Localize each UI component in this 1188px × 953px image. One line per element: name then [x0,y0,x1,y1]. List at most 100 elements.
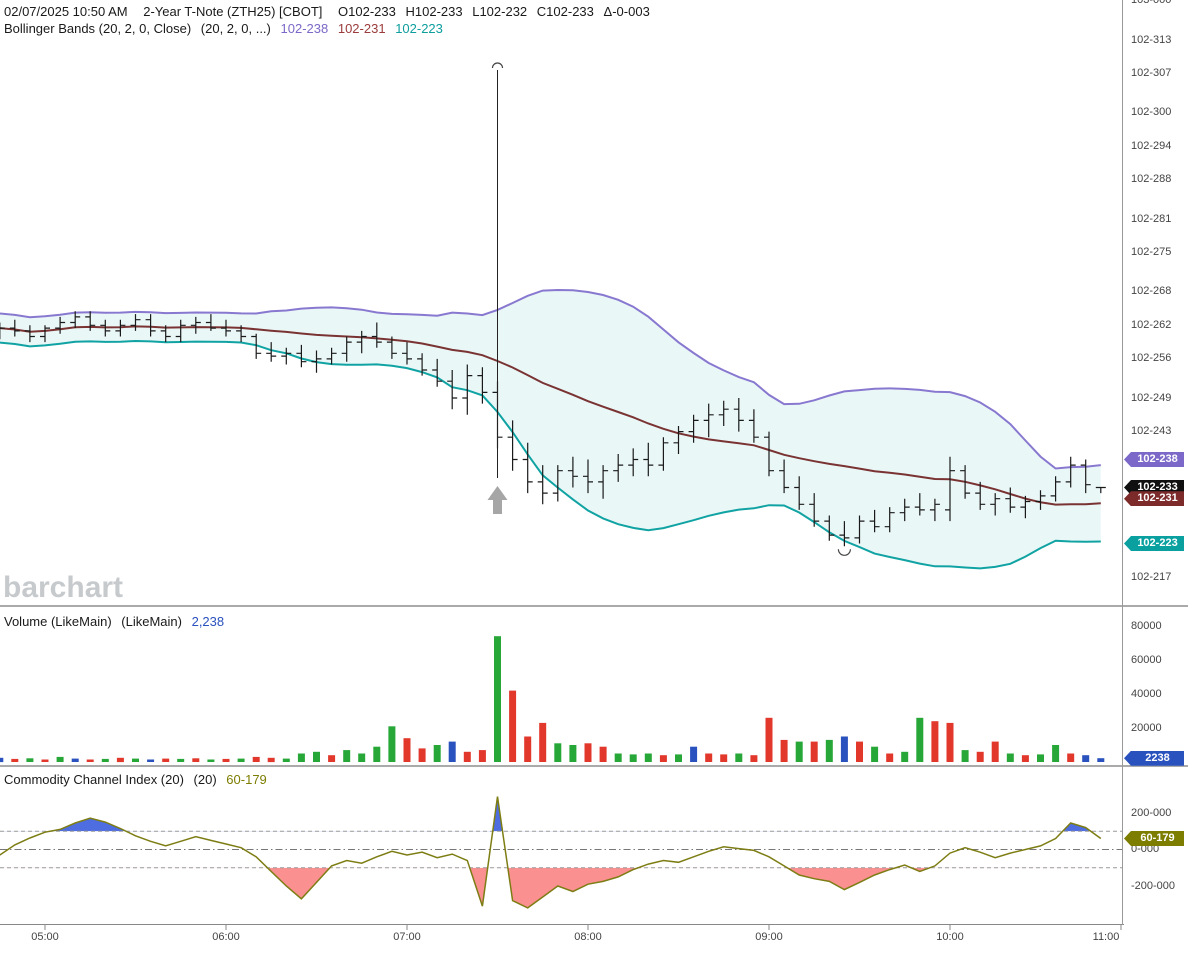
ohlc-bar [583,459,593,494]
ohlc-bar [190,316,201,334]
cci-label: Commodity Channel Index (20) [4,772,184,787]
ohlc-bar [70,311,81,329]
quote-header: 02/07/2025 10:50 AM 2-Year T-Note (ZTH25… [4,4,656,19]
ohlc-bar [1095,486,1106,494]
panel-separator-top [0,605,1188,607]
ohlc-bar [733,398,744,432]
volume-bar [463,751,471,762]
volume-bar [901,751,909,762]
volume-bar [916,717,924,762]
ohlc-bar [296,344,307,368]
ohlc-bar [507,420,518,471]
ohlc-bar [1020,495,1031,519]
price-axis-line [1122,0,1123,925]
volume-bar [192,758,200,762]
cci-oversold-fill [0,867,1101,908]
cci-header: Commodity Channel Index (20) (20) 60-179 [4,772,279,787]
volume-bar [478,750,486,762]
bollinger-lower-band [0,339,1101,570]
bollinger-middle-value: 102-231 [337,21,386,36]
volume-bar [11,758,19,762]
ohlc-bar [658,437,669,471]
ohlc-bar [40,325,50,343]
ohlc-bar [386,336,397,359]
volume-bar [41,759,49,762]
bollinger-middle-band [0,325,1101,506]
volume-bar [494,636,501,762]
volume-bar [343,750,351,762]
volume-bar [720,754,728,762]
volume-bar [1052,745,1060,762]
volume-bar [237,758,245,762]
ohlc-bar [899,498,910,522]
ohlc-bar [356,330,367,354]
ohlc-bar [1035,490,1046,510]
ohlc-bar [537,465,548,505]
volume-bar [629,754,637,762]
bollinger-upper-band [0,288,1101,470]
ohlc-bar [417,353,428,376]
volume-bar [644,753,652,762]
bollinger-params: (20, 2, 0, ...) [200,21,271,36]
volume-bar [132,758,139,762]
cci-badge: 60-179 [1124,831,1184,847]
ohlc-bar [1065,456,1076,488]
bollinger-label: Bollinger Bands (20, 2, 0, Close) [4,21,192,36]
volume-bar [388,726,396,762]
ohlc-bar [869,509,880,533]
volume-bar [297,753,305,762]
volume-bar [1006,753,1014,762]
volume-label: Volume (LikeMain) [4,614,112,629]
volume-bar [690,746,698,762]
ohlc-bar [1080,459,1091,494]
ohlc-bar [432,358,443,387]
ohlc-bar [402,342,412,365]
ohlc-bars [0,311,1106,547]
ohlc-bar [205,314,216,331]
volume-bar [147,759,155,762]
volume-bar [328,755,336,762]
quote-open: O102-233 [338,4,396,19]
cci-line [0,796,1102,909]
volume-bar [26,758,34,762]
volume-bar [871,746,879,762]
price-badge-bollinger-upper: 102-238 [1124,452,1184,468]
volume-bar [946,722,954,762]
ohlc-bar [824,515,835,541]
ohlc-bar [628,448,639,477]
quote-high: H102-233 [405,4,463,19]
volume-bar [659,755,667,762]
ohlc-bar [115,319,126,337]
volume-bar [267,757,275,763]
volume-params: (LikeMain) [121,614,182,629]
volume-bar [358,753,366,762]
ohlc-bar [311,350,322,373]
volume-bar [403,738,411,762]
bollinger-lower-value: 102-223 [395,21,443,36]
volume-bar [509,690,517,762]
ohlc-bar [251,333,262,359]
instrument-name: 2-Year T-Note (ZTH25) [CBOT] [143,4,323,19]
volume-bar [1067,753,1075,762]
volume-bar [448,741,456,762]
ohlc-bar [960,465,971,499]
volume-bar [735,753,743,762]
volume-bar [222,758,230,762]
volume-bar [252,756,260,762]
ohlc-bar [1050,476,1061,502]
ohlc-bar [55,316,66,334]
ohlc-bar [598,465,609,499]
ohlc-bar [929,498,940,522]
bollinger-band-fill [0,290,1101,569]
ohlc-bar [0,322,5,340]
volume-bar [795,741,803,762]
cursor-up-arrow-icon [487,486,508,514]
volume-bar [750,755,758,762]
volume-bar [886,753,894,762]
ohlc-bar [945,456,955,522]
volume-bar [991,741,999,762]
volume-bar [539,722,547,762]
volume-bar [554,743,562,762]
volume-bar [675,754,682,762]
